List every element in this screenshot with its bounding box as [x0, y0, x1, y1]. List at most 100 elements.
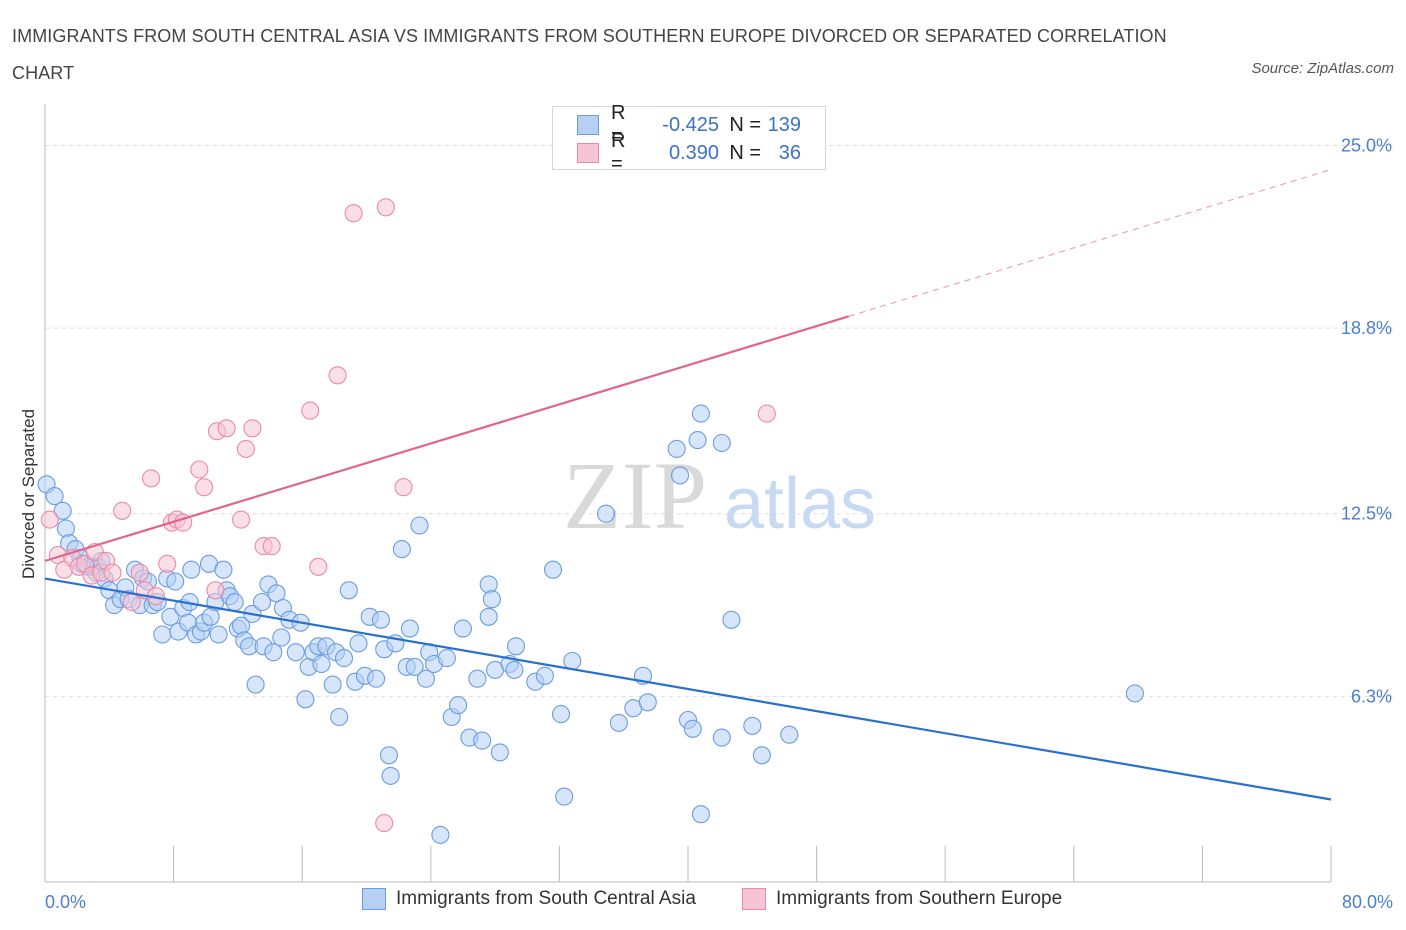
blue-data-point [225, 593, 244, 612]
blue-data-point [416, 669, 436, 688]
blue-data-point [334, 649, 354, 668]
blue-data-point [296, 690, 315, 709]
pink-data-point [103, 563, 122, 582]
pink-data-point [375, 814, 394, 833]
blue-data-point [490, 743, 509, 762]
pink-data-point [206, 581, 225, 600]
blue-data-point [272, 628, 291, 647]
n-label: N = [729, 141, 761, 164]
blue-data-point [555, 787, 574, 806]
blue-data-point [56, 519, 75, 538]
blue-data-point [506, 637, 526, 656]
pink-swatch [577, 143, 599, 163]
pink-data-point [232, 510, 251, 529]
pink-data-point [190, 460, 209, 479]
blue-data-point [670, 466, 690, 485]
pink-data-point [158, 554, 177, 573]
r-value-pink: 0.390 [668, 141, 719, 164]
blue-data-point [400, 619, 419, 638]
blue-data-point [752, 746, 771, 765]
blue-trend-line [44, 577, 1332, 801]
blue-data-point [688, 431, 707, 450]
pink-data-point [262, 537, 281, 556]
blue-data-point [449, 696, 468, 715]
pink-data-point [394, 478, 413, 497]
blue-data-point [371, 610, 391, 629]
source-credit: Source: ZipAtlas.com [1251, 60, 1394, 77]
y-tick-label: 6.3% [1351, 686, 1392, 706]
blue-data-point [691, 404, 710, 423]
blue-data-point [453, 619, 472, 638]
pink-data-point [130, 563, 149, 582]
bottom-legend-label-blue: Immigrants from South Central Asia [396, 888, 696, 909]
blue-data-point [691, 805, 710, 824]
blue-data-point [482, 590, 501, 609]
pink-data-point [376, 198, 395, 217]
x-tick-label: 80.0% [1342, 892, 1393, 912]
pink-data-point [344, 204, 363, 223]
stats-legend-row-pink: R = 0.390 N = 36 [553, 130, 801, 175]
axis-layer [44, 104, 1332, 883]
blue-data-point [214, 560, 233, 579]
blue-data-point [473, 731, 492, 750]
blue-data-point [505, 660, 524, 679]
watermark: ZIP atlas [563, 442, 876, 549]
pink-data-point [195, 478, 214, 497]
watermark-atlas: atlas [724, 464, 876, 544]
pink-swatch [742, 888, 766, 910]
blue-data-point [264, 643, 283, 662]
blue-data-point [153, 625, 172, 644]
blue-data-point [323, 675, 342, 694]
blue-data-point [722, 610, 741, 629]
blue-data-point [381, 766, 400, 785]
blue-swatch [577, 115, 599, 135]
blue-data-point [246, 675, 265, 694]
pink-trend-extension [848, 169, 1332, 317]
pink-data-point [40, 510, 59, 529]
blue-data-point [379, 746, 399, 765]
y-tick-label: 18.8% [1341, 318, 1392, 338]
pink-data-point [236, 439, 255, 458]
pink-data-point [217, 419, 236, 438]
blue-data-point [563, 651, 582, 671]
trend-layer [44, 169, 1332, 801]
points-layer [37, 198, 1144, 844]
blue-data-point [161, 607, 180, 626]
pink-data-point [328, 366, 347, 385]
pink-data-point [243, 419, 262, 438]
blue-data-point [166, 572, 185, 591]
pink-data-point [309, 557, 328, 576]
pink-data-point [122, 593, 141, 612]
x-tick-label: 0.0% [45, 892, 86, 912]
r-label: R = [611, 102, 626, 147]
blue-data-point [339, 581, 358, 600]
chart-title: IMMIGRANTS FROM SOUTH CENTRAL ASIA VS IM… [12, 26, 1167, 83]
blue-data-point [209, 625, 228, 644]
stats-legend-row-blue: R = -0.425 N = 139 [553, 102, 801, 147]
blue-data-point [182, 560, 201, 579]
blue-data-point [286, 643, 305, 662]
blue-swatch [362, 888, 386, 910]
blue-data-point [667, 439, 686, 458]
bottom-legend-label-pink: Immigrants from Southern Europe [776, 888, 1063, 909]
blue-data-point [431, 825, 450, 844]
bottom-legend-item-blue: Immigrants from South Central Asia [362, 888, 696, 910]
blue-data-point [712, 433, 731, 453]
blue-data-point [551, 705, 571, 724]
blue-data-point [683, 719, 702, 738]
blue-data-point [743, 716, 762, 735]
blue-data-point [45, 487, 64, 506]
stats-legend: R = -0.425 N = 139 R = 0.390 N = 36 [552, 102, 826, 175]
blue-data-point [252, 593, 272, 612]
n-value-blue: 139 [767, 113, 801, 136]
blue-data-point [53, 501, 72, 520]
blue-data-point [392, 540, 411, 559]
r-value-blue: -0.425 [662, 113, 719, 136]
blue-data-point [479, 607, 498, 626]
pink-data-point [142, 469, 161, 488]
y-tick-label: 12.5% [1341, 504, 1392, 524]
blue-data-point [596, 504, 616, 523]
blue-data-point [405, 657, 424, 676]
n-label: N = [729, 113, 761, 136]
